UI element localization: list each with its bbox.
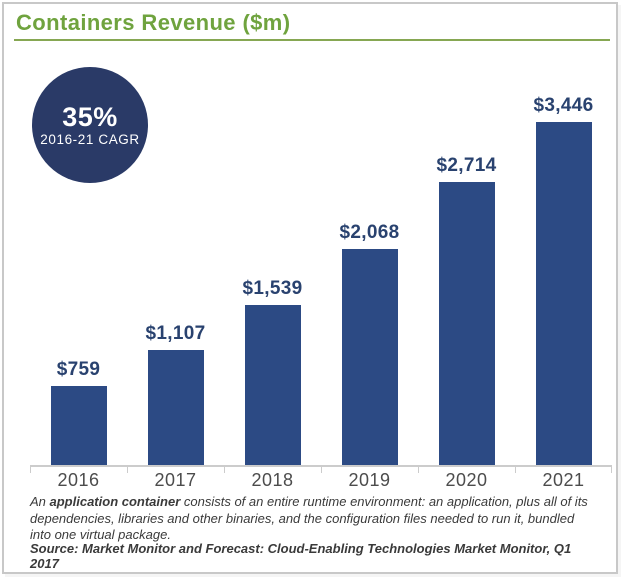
axis-tick — [515, 467, 516, 473]
x-axis-label: 2016 — [57, 470, 100, 490]
bar-slot: $1,539 — [224, 95, 321, 465]
bar-value-label: $759 — [56, 359, 101, 380]
title-underline — [14, 39, 610, 41]
bar-value-label: $2,714 — [436, 155, 497, 176]
cagr-badge: 35% 2016-21 CAGR — [32, 67, 148, 183]
x-axis-label: 2017 — [154, 470, 197, 490]
axis-tick — [127, 467, 128, 473]
footnote-rest: consists of an entire runtime environmen… — [30, 494, 588, 542]
bar-value-label: $2,068 — [339, 222, 400, 243]
axis-tick — [30, 467, 31, 473]
cagr-percentage: 35% — [62, 101, 118, 132]
footnote-text: An application container consists of an … — [30, 494, 595, 544]
bar — [147, 350, 204, 465]
x-axis-label: 2020 — [445, 470, 488, 490]
chart-title: Containers Revenue ($m) — [16, 10, 291, 35]
x-axis-label: 2021 — [542, 470, 585, 490]
bar-slot: $2,714 — [418, 95, 515, 465]
x-axis-label: 2018 — [251, 470, 294, 490]
bar-slot: $1,107 — [127, 95, 224, 465]
bar-value-label: $1,539 — [242, 278, 303, 299]
bar-slot: $3,446 — [515, 95, 612, 465]
source-attribution: Source: Market Monitor and Forecast: Clo… — [30, 541, 572, 571]
bar-value-label: $3,446 — [533, 95, 594, 116]
bar-slot: $2,068 — [321, 95, 418, 465]
axis-tick — [224, 467, 225, 473]
footnote-bold-term: application container — [49, 494, 181, 509]
axis-tick — [321, 467, 322, 473]
axis-tick — [418, 467, 419, 473]
bar-chart-plot-area: $759 $1,107 $1,539 $2,068 $2,714 $3,446 — [30, 95, 612, 473]
footnote-prefix: An — [30, 494, 50, 509]
bar — [438, 182, 495, 465]
axis-tick — [611, 467, 612, 473]
bar-value-label: $1,107 — [145, 323, 206, 344]
x-axis-labels: 2016 2017 2018 2019 2020 2021 — [30, 470, 612, 491]
bar — [341, 249, 398, 465]
cagr-period-label: 2016-21 CAGR — [40, 132, 140, 148]
bar-slot: $759 — [30, 95, 127, 465]
bar — [535, 122, 592, 465]
bar — [50, 386, 107, 465]
bar — [244, 305, 301, 465]
x-axis-label: 2019 — [348, 470, 391, 490]
